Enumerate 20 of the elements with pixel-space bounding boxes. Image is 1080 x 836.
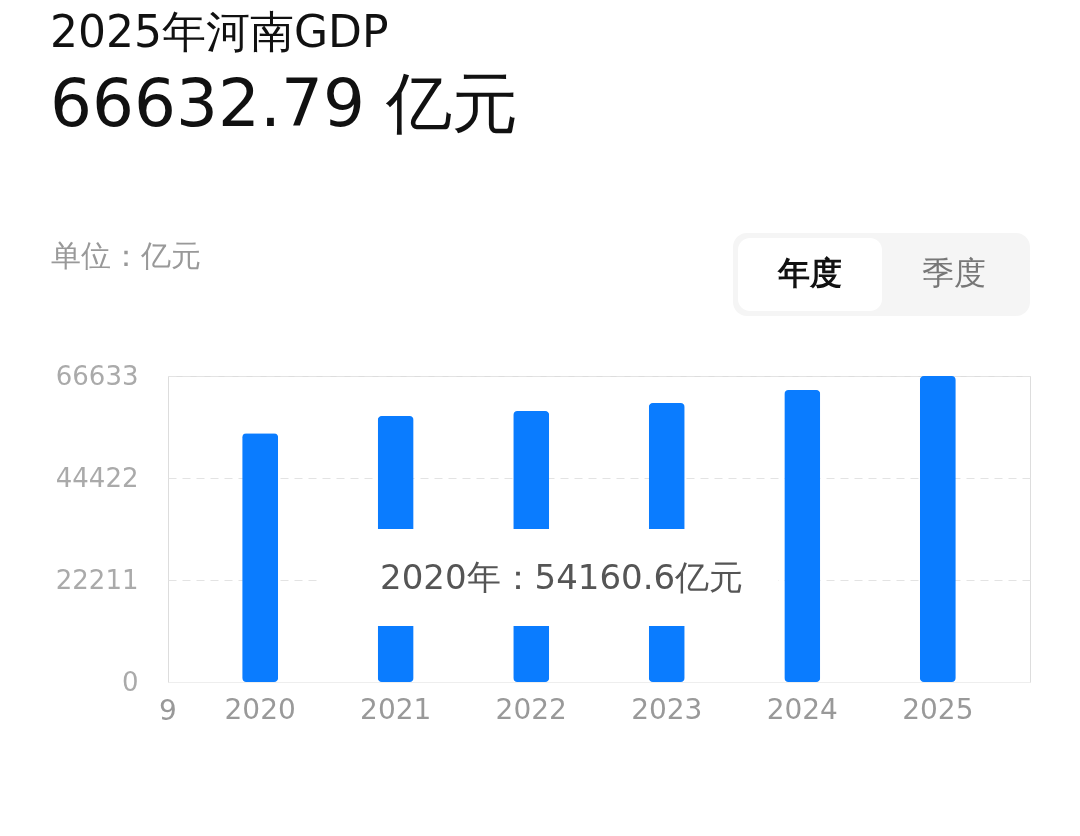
x-tick-label: 2023	[631, 692, 703, 726]
y-axis-title: 单位：亿元	[50, 237, 201, 273]
y-tick-label: 22211	[55, 564, 139, 595]
x-tick-label: 2024	[766, 692, 838, 726]
y-tick-label: 0	[121, 666, 139, 697]
text: 季度	[922, 254, 986, 292]
y-tick-label: 66633	[55, 360, 139, 391]
text: 年度	[777, 254, 842, 292]
y-tick-label: 44422	[55, 462, 139, 493]
bar	[919, 376, 956, 682]
bar	[784, 390, 821, 682]
chart-title: 2025年河南GDP	[50, 6, 389, 57]
x-tick-label: 2021	[360, 692, 432, 726]
text: 9	[159, 694, 177, 727]
annotation: 2020年：54160.6亿元	[380, 557, 744, 597]
x-tick-label: 2020	[224, 692, 296, 726]
chart-subtitle: 66632.79 亿元	[50, 65, 518, 142]
bar	[242, 433, 279, 682]
x-tick-label: 2025	[902, 692, 974, 726]
x-tick-label: 2022	[495, 692, 567, 726]
